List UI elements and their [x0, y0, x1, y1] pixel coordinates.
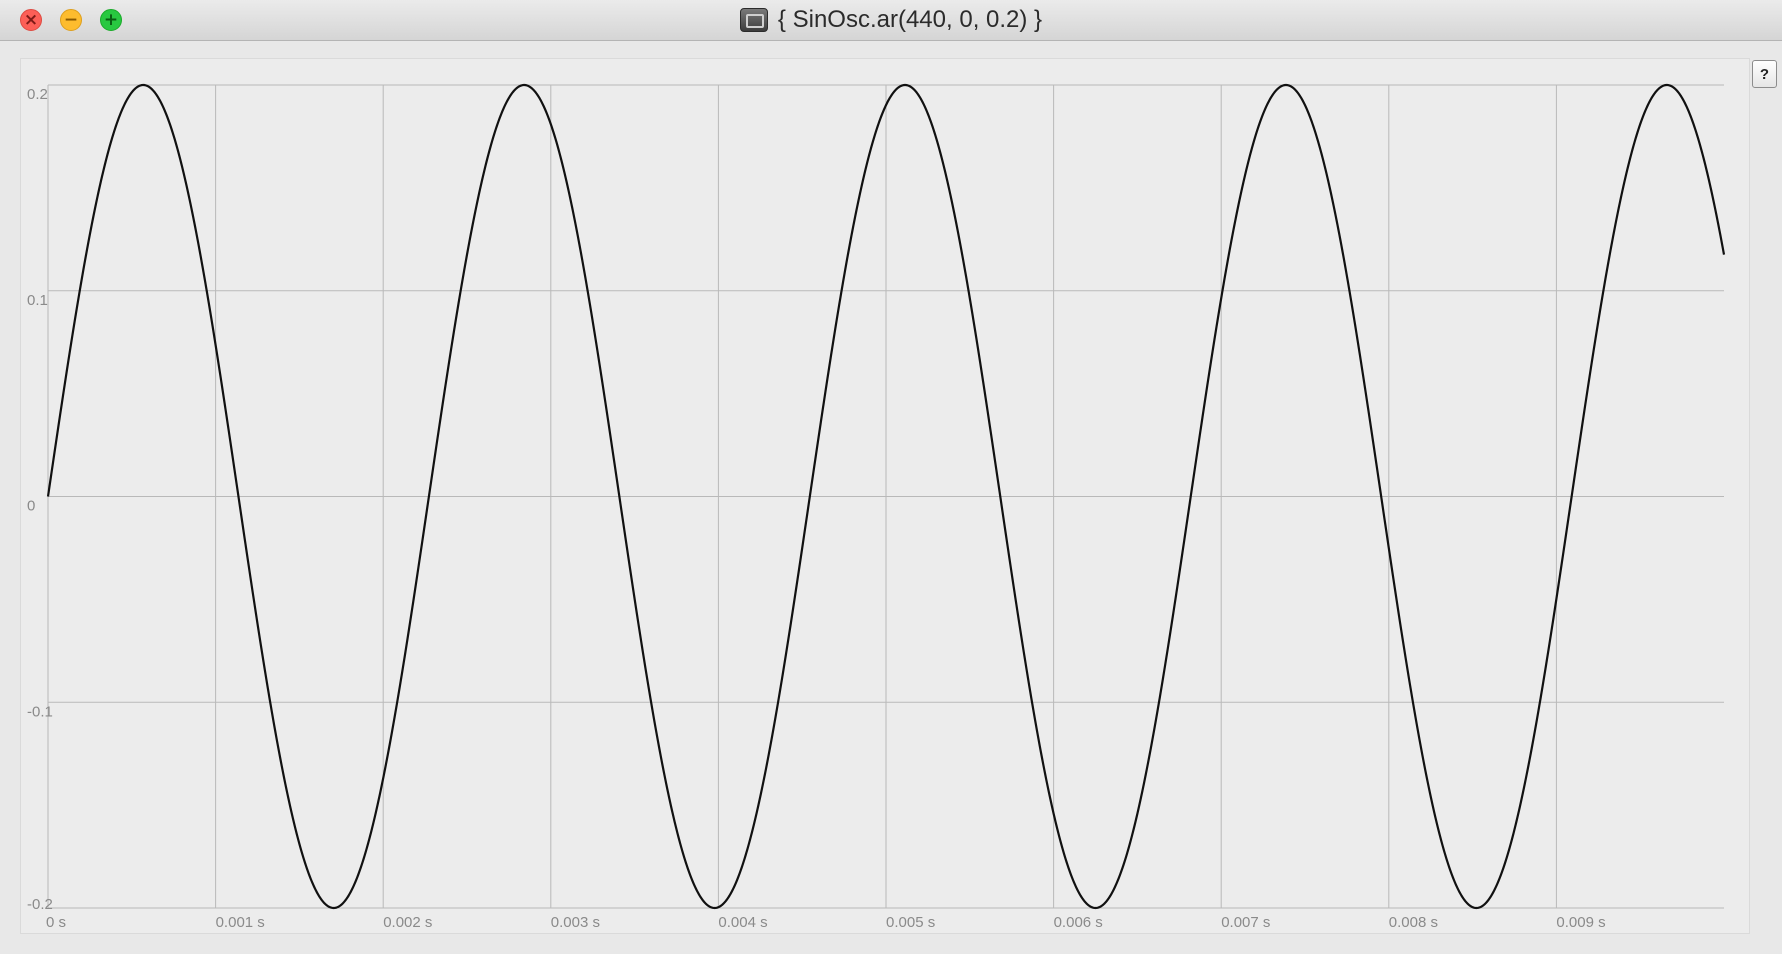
- y-tick-label: -0.1: [27, 703, 53, 720]
- close-icon: ×: [23, 9, 39, 30]
- y-tick-label: 0: [27, 498, 35, 515]
- zoom-window-button[interactable]: +: [100, 9, 122, 31]
- zoom-icon: +: [103, 9, 119, 30]
- x-tick-label: 0 s: [46, 914, 66, 931]
- x-tick-label: 0.001 s: [216, 914, 265, 931]
- x-axis-tick-labels: 0 s 0.001 s 0.002 s 0.003 s 0.004 s 0.005 s 0.…: [46, 914, 1606, 931]
- window-title: { SinOsc.ar(440, 0, 0.2) }: [777, 6, 1043, 33]
- y-tick-label: 0.2: [27, 86, 48, 103]
- document-proxy-icon[interactable]: [739, 8, 768, 32]
- x-tick-label: 0.006 s: [1054, 914, 1103, 931]
- minimize-icon: −: [63, 9, 79, 30]
- close-window-button[interactable]: ×: [20, 9, 42, 31]
- waveform-trace-group: [46, 83, 1726, 910]
- y-tick-label: 0.1: [27, 292, 48, 309]
- grid-lines: [47, 84, 1724, 909]
- x-tick-label: 0.004 s: [718, 914, 767, 931]
- x-tick-label: 0.005 s: [886, 914, 935, 931]
- x-tick-label: 0.008 s: [1389, 914, 1438, 931]
- window-title-group: { SinOsc.ar(440, 0, 0.2) }: [0, 0, 1782, 40]
- y-tick-label: -0.2: [27, 896, 53, 913]
- y-axis-tick-labels: 0.2 0.1 0 -0.1 -0.2: [27, 86, 53, 913]
- minimize-window-button[interactable]: −: [60, 9, 82, 31]
- x-tick-label: 0.002 s: [383, 914, 432, 931]
- x-tick-label: 0.007 s: [1221, 914, 1270, 931]
- help-button[interactable]: ?: [1752, 60, 1777, 88]
- waveform-trace: [46, 83, 1726, 910]
- help-button-label: ?: [1759, 65, 1770, 83]
- title-bar[interactable]: × − + { SinOsc.ar(440, 0, 0.2) }: [0, 0, 1782, 41]
- plot-panel[interactable]: 0.2 0.1 0 -0.1 -0.2 0 s 0.001 s 0.002 s 0.003 s…: [20, 58, 1750, 934]
- x-tick-label: 0.009 s: [1556, 914, 1605, 931]
- x-tick-label: 0.003 s: [551, 914, 600, 931]
- waveform-plot[interactable]: 0.2 0.1 0 -0.1 -0.2 0 s 0.001 s 0.002 s 0.003 s…: [21, 59, 1749, 933]
